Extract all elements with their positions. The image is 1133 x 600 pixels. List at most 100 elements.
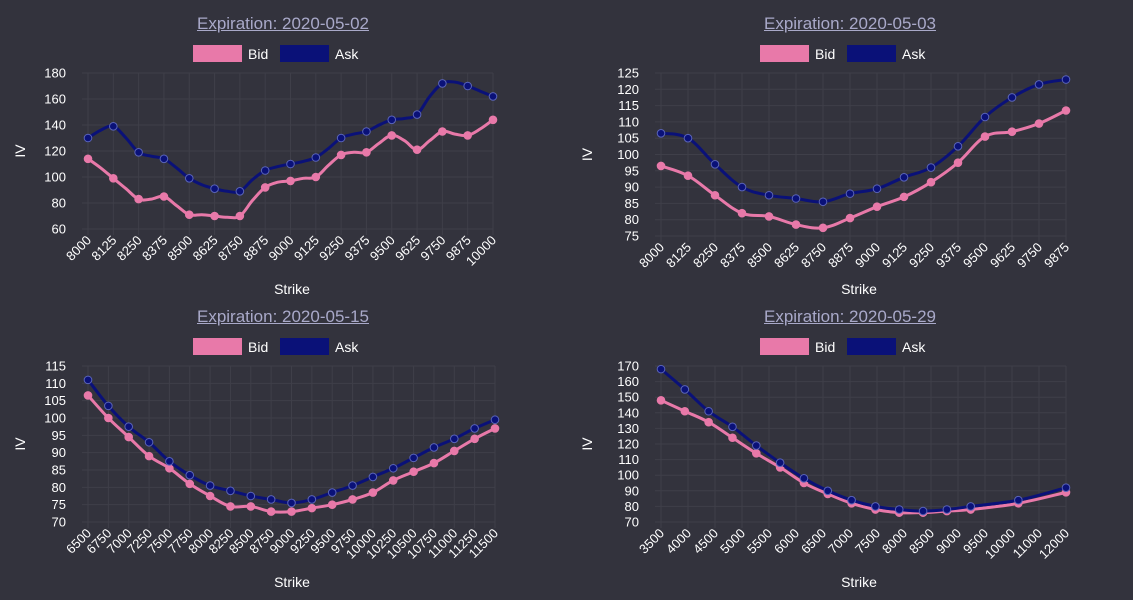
legend-label-ask[interactable]: Ask xyxy=(902,339,926,355)
data-point-ask[interactable] xyxy=(845,189,855,198)
legend-swatch-ask[interactable] xyxy=(847,338,896,355)
data-point-bid[interactable] xyxy=(899,192,909,202)
legend-swatch-bid[interactable] xyxy=(760,45,809,62)
data-point-ask[interactable] xyxy=(1061,75,1071,84)
data-point-ask[interactable] xyxy=(918,506,928,516)
legend-label-ask[interactable]: Ask xyxy=(335,339,359,355)
data-point-bid[interactable] xyxy=(463,131,472,140)
data-point-ask[interactable] xyxy=(953,142,963,151)
data-point-ask[interactable] xyxy=(737,182,747,192)
data-point-bid[interactable] xyxy=(362,148,371,157)
data-point-ask[interactable] xyxy=(1014,495,1023,505)
data-point-ask[interactable] xyxy=(83,133,93,143)
data-point-ask[interactable] xyxy=(159,154,169,164)
data-point-bid[interactable] xyxy=(287,507,296,516)
legend-label-bid[interactable]: Bid xyxy=(248,339,268,355)
data-point-bid[interactable] xyxy=(336,150,346,160)
data-point-ask[interactable] xyxy=(775,458,785,468)
data-point-ask[interactable] xyxy=(490,415,500,425)
data-point-ask[interactable] xyxy=(348,481,357,490)
data-point-bid[interactable] xyxy=(311,172,321,182)
data-point-ask[interactable] xyxy=(942,505,952,514)
data-point-bid[interactable] xyxy=(266,507,276,516)
data-point-bid[interactable] xyxy=(845,213,855,223)
data-point-bid[interactable] xyxy=(680,406,690,416)
data-point-ask[interactable] xyxy=(287,498,296,508)
legend-swatch-ask[interactable] xyxy=(280,45,329,62)
data-point-ask[interactable] xyxy=(799,474,809,483)
data-point-bid[interactable] xyxy=(764,212,774,221)
data-point-bid[interactable] xyxy=(751,449,761,458)
data-point-bid[interactable] xyxy=(412,145,422,154)
data-point-bid[interactable] xyxy=(450,446,459,456)
legend-swatch-ask[interactable] xyxy=(280,338,329,355)
data-point-ask[interactable] xyxy=(226,486,235,496)
data-point-bid[interactable] xyxy=(159,192,169,201)
data-point-bid[interactable] xyxy=(210,211,219,221)
data-point-bid[interactable] xyxy=(387,131,397,140)
data-point-bid[interactable] xyxy=(409,467,418,477)
data-point-bid[interactable] xyxy=(348,495,357,504)
data-point-bid[interactable] xyxy=(184,210,194,219)
data-point-bid[interactable] xyxy=(704,417,713,427)
data-point-ask[interactable] xyxy=(165,457,174,466)
data-point-bid[interactable] xyxy=(109,174,118,183)
data-point-bid[interactable] xyxy=(1034,119,1044,128)
data-point-bid[interactable] xyxy=(185,479,195,489)
data-point-ask[interactable] xyxy=(871,502,880,511)
data-point-ask[interactable] xyxy=(847,495,856,505)
data-point-ask[interactable] xyxy=(450,434,459,444)
legend-label-ask[interactable]: Ask xyxy=(902,46,926,62)
data-point-bid[interactable] xyxy=(438,127,447,136)
data-point-ask[interactable] xyxy=(409,453,418,463)
data-point-ask[interactable] xyxy=(791,194,801,203)
legend-swatch-bid[interactable] xyxy=(760,338,809,355)
data-point-ask[interactable] xyxy=(362,127,371,136)
data-point-ask[interactable] xyxy=(327,488,337,497)
data-point-bid[interactable] xyxy=(327,500,337,509)
data-point-bid[interactable] xyxy=(83,154,93,164)
data-point-bid[interactable] xyxy=(737,208,747,218)
data-point-ask[interactable] xyxy=(818,197,828,207)
data-point-ask[interactable] xyxy=(710,159,720,169)
data-point-bid[interactable] xyxy=(307,503,317,513)
data-point-bid[interactable] xyxy=(818,223,828,233)
chart-title[interactable]: Expiration: 2020-05-03 xyxy=(763,14,936,33)
data-point-bid[interactable] xyxy=(490,424,500,433)
data-point-bid[interactable] xyxy=(134,194,143,204)
data-point-ask[interactable] xyxy=(311,153,321,162)
data-point-bid[interactable] xyxy=(683,171,693,180)
data-point-ask[interactable] xyxy=(235,187,245,196)
data-point-bid[interactable] xyxy=(1007,127,1017,136)
data-point-ask[interactable] xyxy=(704,406,713,416)
data-point-ask[interactable] xyxy=(656,129,666,138)
data-point-ask[interactable] xyxy=(205,481,215,490)
data-point-bid[interactable] xyxy=(205,491,215,501)
data-point-ask[interactable] xyxy=(966,502,976,511)
data-point-bid[interactable] xyxy=(235,211,245,221)
data-point-bid[interactable] xyxy=(656,161,666,171)
data-point-bid[interactable] xyxy=(872,202,882,211)
data-point-bid[interactable] xyxy=(791,220,801,229)
data-point-ask[interactable] xyxy=(429,443,439,452)
data-point-ask[interactable] xyxy=(926,163,936,172)
chart-title[interactable]: Expiration: 2020-05-15 xyxy=(196,307,369,326)
legend-swatch-bid[interactable] xyxy=(193,338,242,355)
data-point-bid[interactable] xyxy=(260,183,270,192)
data-point-bid[interactable] xyxy=(124,432,133,442)
data-point-ask[interactable] xyxy=(104,401,113,411)
data-point-bid[interactable] xyxy=(83,391,93,400)
data-point-ask[interactable] xyxy=(184,174,194,183)
data-point-bid[interactable] xyxy=(226,502,235,511)
chart-title[interactable]: Expiration: 2020-05-02 xyxy=(196,14,369,33)
data-point-bid[interactable] xyxy=(388,476,398,485)
data-point-bid[interactable] xyxy=(144,451,154,461)
data-point-ask[interactable] xyxy=(109,122,118,131)
data-point-bid[interactable] xyxy=(286,176,295,186)
data-point-ask[interactable] xyxy=(260,166,270,175)
legend-swatch-bid[interactable] xyxy=(193,45,242,62)
data-point-ask[interactable] xyxy=(412,110,422,119)
data-point-bid[interactable] xyxy=(246,502,256,511)
data-point-ask[interactable] xyxy=(1007,93,1017,102)
data-point-ask[interactable] xyxy=(388,463,398,473)
